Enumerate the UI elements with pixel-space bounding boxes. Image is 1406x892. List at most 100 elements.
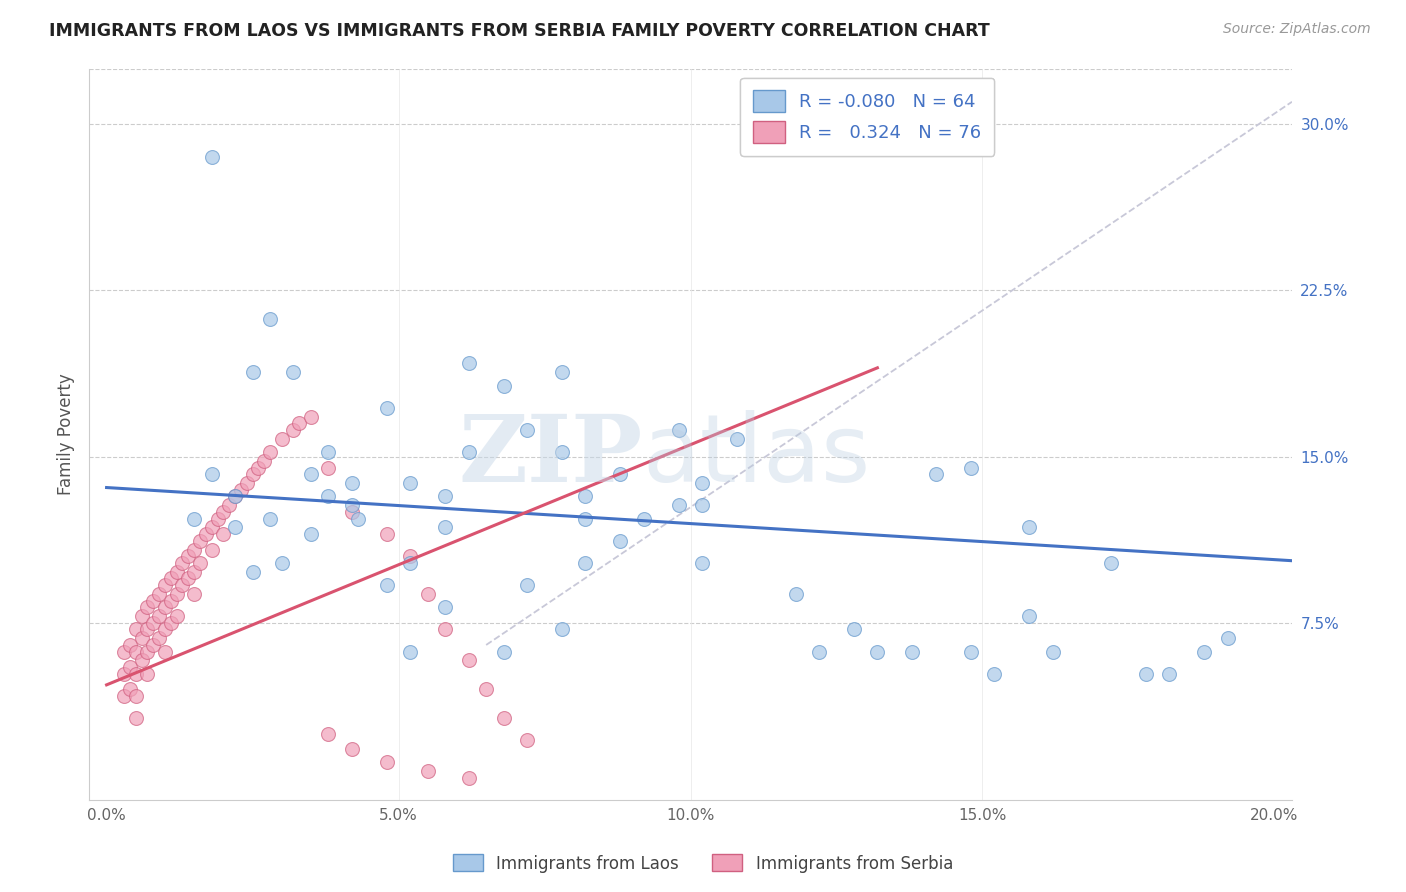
- Point: [194, 527, 217, 541]
- Point: [299, 409, 322, 424]
- Point: [1216, 632, 1239, 646]
- Point: [270, 432, 292, 446]
- Point: [201, 520, 224, 534]
- Point: [609, 467, 631, 482]
- Point: [551, 365, 574, 379]
- Point: [270, 556, 292, 570]
- Point: [218, 498, 240, 512]
- Text: atlas: atlas: [643, 410, 870, 502]
- Point: [112, 689, 135, 703]
- Point: [340, 505, 363, 519]
- Point: [148, 632, 170, 646]
- Text: IMMIGRANTS FROM LAOS VS IMMIGRANTS FROM SERBIA FAMILY POVERTY CORRELATION CHART: IMMIGRANTS FROM LAOS VS IMMIGRANTS FROM …: [49, 22, 990, 40]
- Point: [375, 401, 398, 415]
- Point: [434, 623, 457, 637]
- Point: [318, 726, 340, 740]
- Point: [866, 644, 889, 658]
- Point: [142, 638, 165, 652]
- Point: [457, 653, 479, 667]
- Point: [131, 653, 153, 667]
- Point: [136, 600, 159, 615]
- Point: [166, 609, 188, 624]
- Point: [959, 460, 981, 475]
- Point: [125, 666, 148, 681]
- Point: [399, 556, 422, 570]
- Legend: Immigrants from Laos, Immigrants from Serbia: Immigrants from Laos, Immigrants from Se…: [446, 847, 960, 880]
- Point: [551, 623, 574, 637]
- Point: [112, 644, 135, 658]
- Point: [183, 587, 205, 601]
- Point: [153, 623, 176, 637]
- Point: [183, 511, 205, 525]
- Point: [131, 632, 153, 646]
- Point: [340, 476, 363, 491]
- Point: [212, 505, 235, 519]
- Point: [288, 416, 311, 430]
- Point: [131, 609, 153, 624]
- Point: [842, 623, 865, 637]
- Point: [259, 445, 281, 459]
- Point: [118, 660, 141, 674]
- Point: [142, 615, 165, 630]
- Point: [1042, 644, 1064, 658]
- Point: [925, 467, 948, 482]
- Point: [188, 556, 211, 570]
- Point: [516, 578, 538, 592]
- Text: Source: ZipAtlas.com: Source: ZipAtlas.com: [1223, 22, 1371, 37]
- Point: [346, 511, 368, 525]
- Point: [1099, 556, 1122, 570]
- Point: [457, 445, 479, 459]
- Point: [283, 423, 305, 437]
- Point: [118, 638, 141, 652]
- Point: [153, 644, 176, 658]
- Point: [299, 467, 322, 482]
- Point: [516, 423, 538, 437]
- Point: [340, 742, 363, 756]
- Point: [475, 682, 498, 697]
- Point: [229, 483, 252, 497]
- Point: [668, 498, 690, 512]
- Point: [457, 771, 479, 785]
- Point: [242, 365, 264, 379]
- Point: [633, 511, 655, 525]
- Point: [212, 527, 235, 541]
- Point: [201, 150, 224, 164]
- Point: [434, 490, 457, 504]
- Point: [136, 623, 159, 637]
- Point: [224, 490, 246, 504]
- Point: [318, 445, 340, 459]
- Point: [299, 527, 322, 541]
- Point: [242, 565, 264, 579]
- Point: [492, 378, 515, 392]
- Point: [340, 498, 363, 512]
- Point: [551, 445, 574, 459]
- Point: [609, 533, 631, 548]
- Point: [207, 511, 229, 525]
- Point: [177, 571, 200, 585]
- Point: [399, 644, 422, 658]
- Point: [247, 460, 270, 475]
- Point: [1135, 666, 1157, 681]
- Point: [375, 578, 398, 592]
- Point: [668, 423, 690, 437]
- Point: [399, 549, 422, 564]
- Point: [1018, 520, 1040, 534]
- Point: [125, 644, 148, 658]
- Point: [375, 527, 398, 541]
- Point: [142, 593, 165, 607]
- Point: [416, 587, 439, 601]
- Point: [166, 565, 188, 579]
- Point: [434, 600, 457, 615]
- Point: [224, 490, 246, 504]
- Point: [224, 520, 246, 534]
- Point: [201, 542, 224, 557]
- Point: [785, 587, 807, 601]
- Point: [201, 467, 224, 482]
- Point: [125, 689, 148, 703]
- Point: [901, 644, 924, 658]
- Point: [725, 432, 748, 446]
- Point: [283, 365, 305, 379]
- Point: [318, 490, 340, 504]
- Point: [457, 356, 479, 370]
- Point: [574, 490, 596, 504]
